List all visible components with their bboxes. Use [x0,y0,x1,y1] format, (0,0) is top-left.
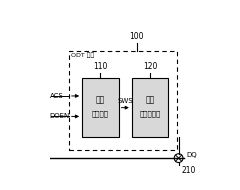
Text: SWS: SWS [117,98,133,104]
Text: DOEN: DOEN [50,113,70,120]
Text: 110: 110 [93,62,108,71]
Text: 终结: 终结 [145,96,155,105]
Bar [69,51,177,150]
Bar [82,78,119,137]
Text: DQ: DQ [186,152,197,158]
Bar [132,78,168,137]
Text: ACS: ACS [50,93,64,99]
Text: 210: 210 [181,166,196,175]
Text: 120: 120 [143,62,157,71]
Text: ODT 电路: ODT 电路 [71,53,94,58]
Text: 电阔器单元: 电阔器单元 [139,110,161,117]
Text: 控制单元: 控制单元 [92,110,109,117]
Text: 开关: 开关 [96,96,105,105]
Text: 100: 100 [130,32,144,41]
